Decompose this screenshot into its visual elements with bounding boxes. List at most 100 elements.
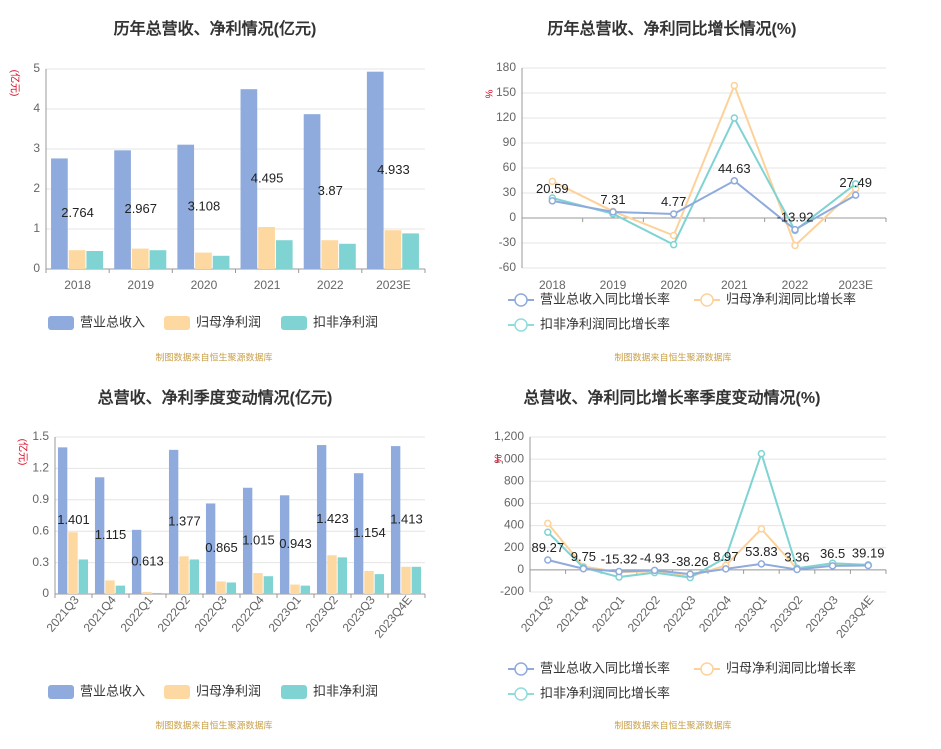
- y-unit-label: %: [482, 90, 493, 99]
- data-label: 27.49: [839, 175, 872, 190]
- legend-label: 归母净利润同比增长率: [726, 660, 856, 675]
- legend-marker: [514, 318, 528, 332]
- legend-swatch: [164, 316, 190, 330]
- y-tick-label: 1,200: [494, 429, 524, 443]
- x-tick-label: 2023Q3: [340, 593, 378, 635]
- data-point: [669, 210, 678, 218]
- data-label: -15.32: [601, 552, 638, 567]
- bar-deducted-profit: [339, 243, 356, 269]
- legend-swatch: [164, 685, 190, 699]
- y-tick-label: 60: [503, 160, 517, 174]
- data-label: -13.92: [777, 210, 814, 225]
- data-label: 4.933: [377, 162, 410, 177]
- legend-marker: [700, 293, 714, 307]
- legend-marker: [514, 687, 528, 701]
- data-label: 9.75: [571, 549, 596, 564]
- y-tick-label: 0.3: [32, 555, 49, 569]
- bar-deducted-profit: [78, 559, 89, 594]
- x-tick-label: 2022: [782, 278, 809, 292]
- data-label: 1.413: [390, 511, 423, 526]
- legend-label: 扣非净利润同比增长率: [540, 316, 670, 331]
- bar-deducted-profit: [374, 574, 385, 594]
- bar-net-profit: [142, 591, 152, 594]
- data-point: [579, 565, 588, 573]
- bar-deducted-profit: [152, 592, 163, 594]
- chart-title: 总营收、净利同比增长率季度变动情况(%): [524, 388, 821, 407]
- data-point: [722, 553, 730, 562]
- y-tick-label: 150: [496, 85, 516, 99]
- bar-net-profit: [321, 240, 339, 269]
- legend-label: 扣非净利润同比增长率: [540, 685, 670, 700]
- x-tick-label: 2022Q1: [118, 593, 156, 635]
- data-label: 39.19: [852, 546, 885, 561]
- bar-net-profit: [327, 555, 337, 594]
- y-tick-label: 180: [496, 60, 516, 74]
- x-tick-label: 2019: [127, 278, 154, 292]
- data-point: [864, 561, 872, 570]
- data-point: [730, 81, 739, 90]
- bar-revenue: [353, 473, 364, 594]
- legend-swatch: [48, 316, 74, 330]
- y-tick-label: 0: [33, 261, 40, 275]
- y-tick-label: 1,000: [494, 451, 524, 465]
- bar-net-profit: [179, 556, 189, 594]
- data-point: [548, 197, 557, 205]
- y-tick-label: -30: [499, 235, 517, 249]
- y-tick-label: 90: [503, 135, 517, 149]
- data-point: [722, 565, 730, 573]
- source-note: 制图数据来自恒生聚源数据库: [614, 719, 731, 730]
- x-tick-label: 2021: [254, 278, 281, 292]
- data-label: 89.27: [532, 540, 565, 555]
- chart-annual-growth: 历年总营收、净利同比增长情况(%)% -60 -30 0 30 60 90 120 150 180…: [482, 19, 887, 362]
- y-tick-label: -200: [500, 584, 524, 598]
- bar-deducted-profit: [300, 585, 311, 594]
- bar-revenue: [57, 447, 68, 594]
- bar-net-profit: [401, 566, 411, 594]
- y-unit-label: (亿元): [16, 439, 29, 466]
- legend-marker: [514, 662, 528, 676]
- x-tick-label: 2023Q2: [767, 593, 805, 635]
- data-point: [730, 177, 739, 185]
- bar-revenue: [240, 89, 258, 269]
- data-point: [544, 556, 552, 564]
- data-label: 44.63: [718, 161, 751, 176]
- lines: [544, 449, 872, 582]
- legend-label: 归母净利润: [196, 683, 261, 698]
- bar-revenue: [279, 495, 290, 594]
- data-point: [650, 566, 659, 575]
- x-tick-label: 2022Q3: [660, 593, 698, 635]
- bar-net-profit: [195, 252, 212, 269]
- bar-revenue: [242, 487, 253, 594]
- data-label: 0.613: [131, 553, 164, 568]
- data-label: 36.5: [820, 546, 845, 561]
- bar-deducted-profit: [149, 250, 167, 269]
- bar-revenue: [177, 144, 195, 269]
- bar-net-profit: [258, 227, 275, 269]
- bar-deducted-profit: [402, 233, 419, 269]
- legend-swatch: [281, 316, 307, 330]
- bars: [57, 445, 422, 594]
- bar-deducted-profit: [275, 240, 293, 269]
- data-label: 1.401: [57, 512, 90, 527]
- data-point: [609, 208, 617, 216]
- y-tick-label: 0.6: [32, 523, 49, 537]
- bars: [51, 71, 419, 270]
- chart-quarterly-values: 总营收、净利季度变动情况(亿元) (亿元) 0 0.3 0.6 0.9 1.2 1.5 2021…: [16, 388, 426, 730]
- chart-title: 历年总营收、净利情况(亿元): [114, 19, 317, 38]
- legend-swatch: [48, 685, 74, 699]
- source-note: 制图数据来自恒生聚源数据库: [155, 719, 272, 730]
- series-line: [547, 450, 869, 579]
- bar-net-profit: [216, 581, 226, 594]
- data-point: [791, 241, 799, 250]
- data-label: 2.967: [124, 201, 157, 216]
- x-tick-label: 2022Q4: [696, 593, 734, 635]
- x-tick-label: 2023Q1: [266, 593, 304, 635]
- bar-revenue: [316, 445, 327, 594]
- bar-net-profit: [384, 230, 402, 269]
- bar-revenue: [94, 477, 105, 594]
- y-tick-label: 2: [33, 181, 40, 195]
- data-point: [793, 565, 801, 574]
